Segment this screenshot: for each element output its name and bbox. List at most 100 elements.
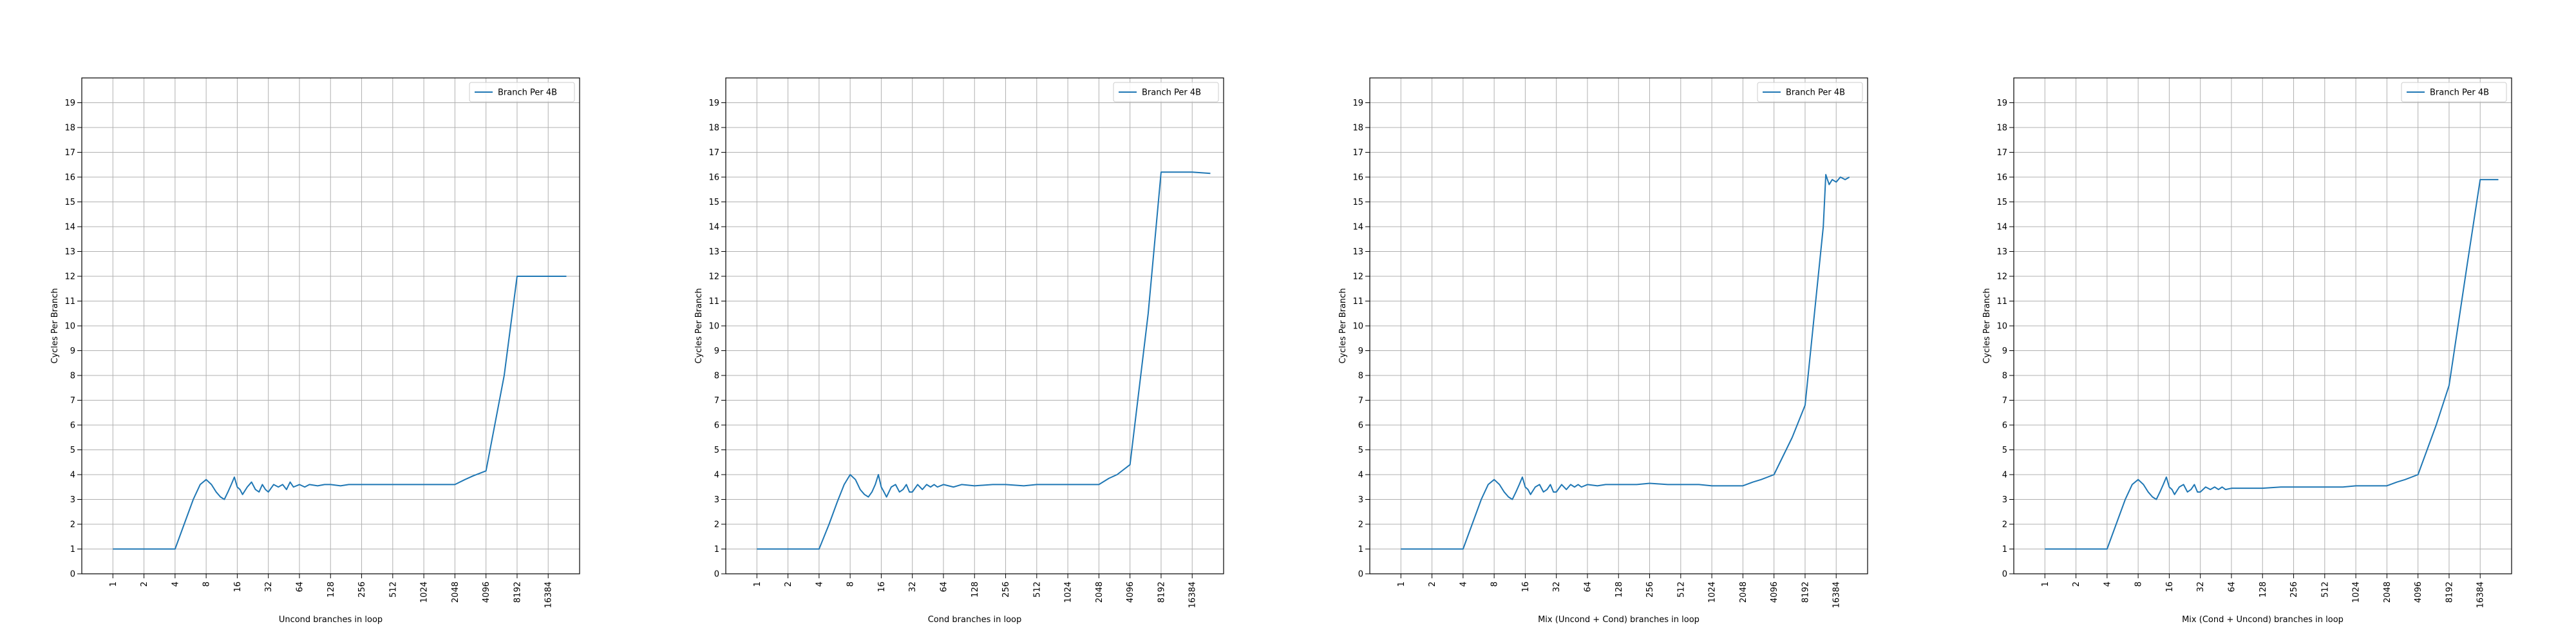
legend-label: Branch Per 4B [1142, 88, 1201, 98]
x-tick-label: 2048 [451, 582, 460, 603]
y-tick-label: 13 [64, 247, 75, 257]
y-tick-label: 10 [708, 322, 719, 332]
y-tick-label: 11 [1352, 297, 1363, 307]
x-tick-label: 4096 [482, 582, 491, 603]
y-tick-label: 14 [1352, 223, 1363, 232]
plot-frame [2013, 77, 2512, 574]
legend-box [1113, 82, 1219, 102]
y-tick-label: 11 [1996, 297, 2007, 307]
x-tick-label: 16384 [1832, 582, 1842, 608]
y-tick-label: 2 [1358, 520, 1363, 530]
y-tick-label: 18 [1352, 124, 1363, 133]
x-tick-label: 128 [327, 582, 336, 598]
y-tick-label: 19 [1352, 99, 1363, 108]
x-tick-label: 512 [388, 582, 398, 598]
y-tick-label: 15 [1996, 198, 2007, 207]
legend-box [2401, 82, 2507, 102]
x-tick-label: 32 [2196, 582, 2206, 592]
y-tick-label: 7 [2002, 396, 2007, 406]
x-tick-label: 8192 [2445, 582, 2454, 603]
x-tick-label: 64 [1583, 582, 1593, 592]
legend-box [469, 82, 575, 102]
x-axis-label: Uncond branches in loop [279, 615, 383, 625]
y-tick-label: 4 [70, 471, 75, 480]
series-line [757, 171, 1211, 550]
y-tick-label: 17 [708, 148, 719, 158]
x-tick-label: 4096 [2414, 582, 2423, 603]
x-tick-label: 1024 [1064, 582, 1074, 603]
y-tick-label: 19 [1996, 99, 2007, 108]
y-tick-label: 10 [1996, 322, 2007, 332]
y-tick-label: 2 [2002, 520, 2007, 530]
y-tick-label: 1 [1358, 545, 1363, 554]
legend-label: Branch Per 4B [2430, 88, 2489, 98]
y-tick-label: 7 [714, 396, 719, 406]
plot-frame [1369, 77, 1868, 574]
y-tick-label: 16 [1352, 173, 1363, 183]
y-tick-label: 15 [708, 198, 719, 207]
y-tick-label: 11 [708, 297, 719, 307]
y-tick-label: 2 [70, 520, 75, 530]
y-tick-label: 1 [2002, 545, 2007, 554]
x-tick-label: 8 [202, 582, 212, 587]
y-tick-label: 17 [1996, 148, 2007, 158]
x-tick-label: 4 [1459, 582, 1468, 587]
y-tick-label: 15 [1352, 198, 1363, 207]
x-tick-label: 1024 [2352, 582, 2362, 603]
x-tick-label: 64 [939, 582, 949, 592]
x-tick-label: 4 [2103, 582, 2112, 587]
y-axis-label: Cycles Per Branch [50, 288, 60, 363]
y-tick-label: 16 [708, 173, 719, 183]
y-tick-label: 12 [1352, 272, 1363, 282]
x-tick-label: 8 [2134, 582, 2144, 587]
x-tick-label: 1 [109, 582, 118, 587]
plot-frame [725, 77, 1224, 574]
x-tick-label: 16 [877, 582, 887, 592]
y-tick-label: 0 [1358, 570, 1363, 580]
y-tick-label: 5 [70, 446, 75, 455]
y-tick-label: 0 [714, 570, 719, 580]
x-tick-label: 64 [2227, 582, 2237, 592]
x-tick-label: 256 [2289, 582, 2299, 598]
y-tick-label: 6 [70, 421, 75, 431]
legend-box [1757, 82, 1863, 102]
series-line [113, 276, 567, 550]
x-tick-label: 1024 [420, 582, 430, 603]
x-tick-label: 128 [2259, 582, 2268, 598]
x-tick-label: 32 [1552, 582, 1562, 592]
y-tick-label: 1 [70, 545, 75, 554]
y-tick-label: 4 [2002, 471, 2007, 480]
x-tick-label: 8192 [513, 582, 522, 603]
x-tick-label: 8192 [1157, 582, 1166, 603]
series-line [2045, 178, 2499, 550]
y-tick-label: 8 [70, 372, 75, 381]
x-tick-label: 8192 [1801, 582, 1810, 603]
y-tick-label: 10 [64, 322, 75, 332]
x-axis-label: Cond branches in loop [928, 615, 1022, 625]
x-tick-label: 16384 [544, 582, 554, 608]
y-tick-label: 4 [1358, 471, 1363, 480]
y-tick-label: 14 [708, 223, 719, 232]
x-tick-label: 512 [1032, 582, 1042, 598]
x-tick-label: 128 [971, 582, 980, 598]
x-tick-label: 4 [171, 582, 180, 587]
y-tick-label: 14 [1996, 223, 2007, 232]
x-tick-label: 32 [908, 582, 918, 592]
y-tick-label: 10 [1352, 322, 1363, 332]
x-tick-label: 1 [753, 582, 762, 587]
x-tick-label: 512 [2320, 582, 2330, 598]
x-tick-label: 128 [1615, 582, 1624, 598]
y-tick-label: 18 [64, 124, 75, 133]
x-tick-label: 2048 [1095, 582, 1104, 603]
x-axis-label: Mix (Cond + Uncond) branches in loop [2182, 615, 2344, 625]
y-tick-label: 5 [2002, 446, 2007, 455]
x-tick-label: 1 [1397, 582, 1406, 587]
y-tick-label: 8 [2002, 372, 2007, 381]
x-tick-label: 16384 [1188, 582, 1198, 608]
x-tick-label: 16384 [2476, 582, 2486, 608]
y-tick-label: 18 [1996, 124, 2007, 133]
x-tick-label: 16 [233, 582, 243, 592]
